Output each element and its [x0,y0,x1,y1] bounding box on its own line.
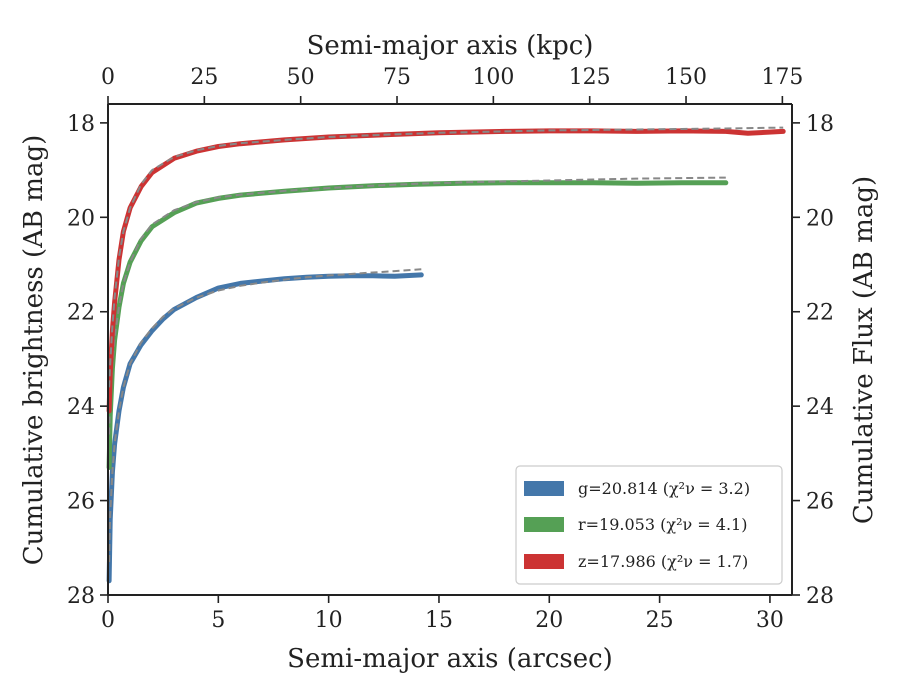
y-tick-label: 26 [67,490,95,515]
right-y-tick-label: 26 [806,490,834,515]
x-tick-label: 10 [315,608,343,633]
x-tick-label: 0 [101,608,115,633]
y-tick-label: 22 [67,301,95,326]
legend-swatch-g [524,481,564,496]
right-y-tick-label: 22 [806,301,834,326]
legend-frame [515,465,783,585]
x-tick-label: 20 [535,608,563,633]
legend-label-g: g=20.814 (χ²ν = 3.2) [578,479,750,498]
legend-label-r: r=19.053 (χ²ν = 4.1) [578,515,747,534]
legend-swatch-z [524,554,564,569]
series-line-z [106,128,786,414]
curves-layer [106,126,786,584]
top-x-axis-title: Semi-major axis (kpc) [307,31,594,61]
legend: g=20.814 (χ²ν = 3.2) r=19.053 (χ²ν = 4.1… [515,465,783,585]
top-x-tick-label: 25 [190,65,218,90]
top-x-tick-label: 50 [287,65,315,90]
top-x-tick-label: 175 [761,65,803,90]
right-y-axis-title: Cumulative Flux (AB mag) [849,176,879,524]
x-tick-label: 5 [211,608,225,633]
series-line-r [106,180,729,470]
y-tick-label: 18 [67,112,95,137]
y-tick-label: 20 [67,206,95,231]
x-tick-label: 15 [425,608,453,633]
top-x-tick-label: 125 [569,65,611,90]
x-axis-title: Semi-major axis (arcsec) [287,644,613,674]
y-axis-title: Cumulative brightness (AB mag) [19,135,49,566]
series-line-g [106,272,424,584]
top-x-tick-label: 100 [472,65,514,90]
legend-label-z: z=17.986 (χ²ν = 1.7) [578,552,748,571]
plot-frame [107,103,793,596]
right-y-tick-label: 24 [806,395,834,420]
model-line-z [108,126,784,388]
x-tick-label: 25 [646,608,674,633]
x-tick-label: 30 [756,608,784,633]
top-x-tick-label: 75 [383,65,411,90]
y-tick-label: 24 [67,395,95,420]
top-x-tick-label: 150 [665,65,707,90]
right-y-tick-label: 20 [806,206,834,231]
y-tick-label: 28 [67,584,95,609]
model-line-g [108,268,422,563]
right-y-tick-label: 28 [806,584,834,609]
top-x-tick-label: 0 [101,65,115,90]
legend-swatch-r [524,517,564,532]
model-line-r [108,176,726,435]
right-y-tick-label: 18 [806,112,834,137]
